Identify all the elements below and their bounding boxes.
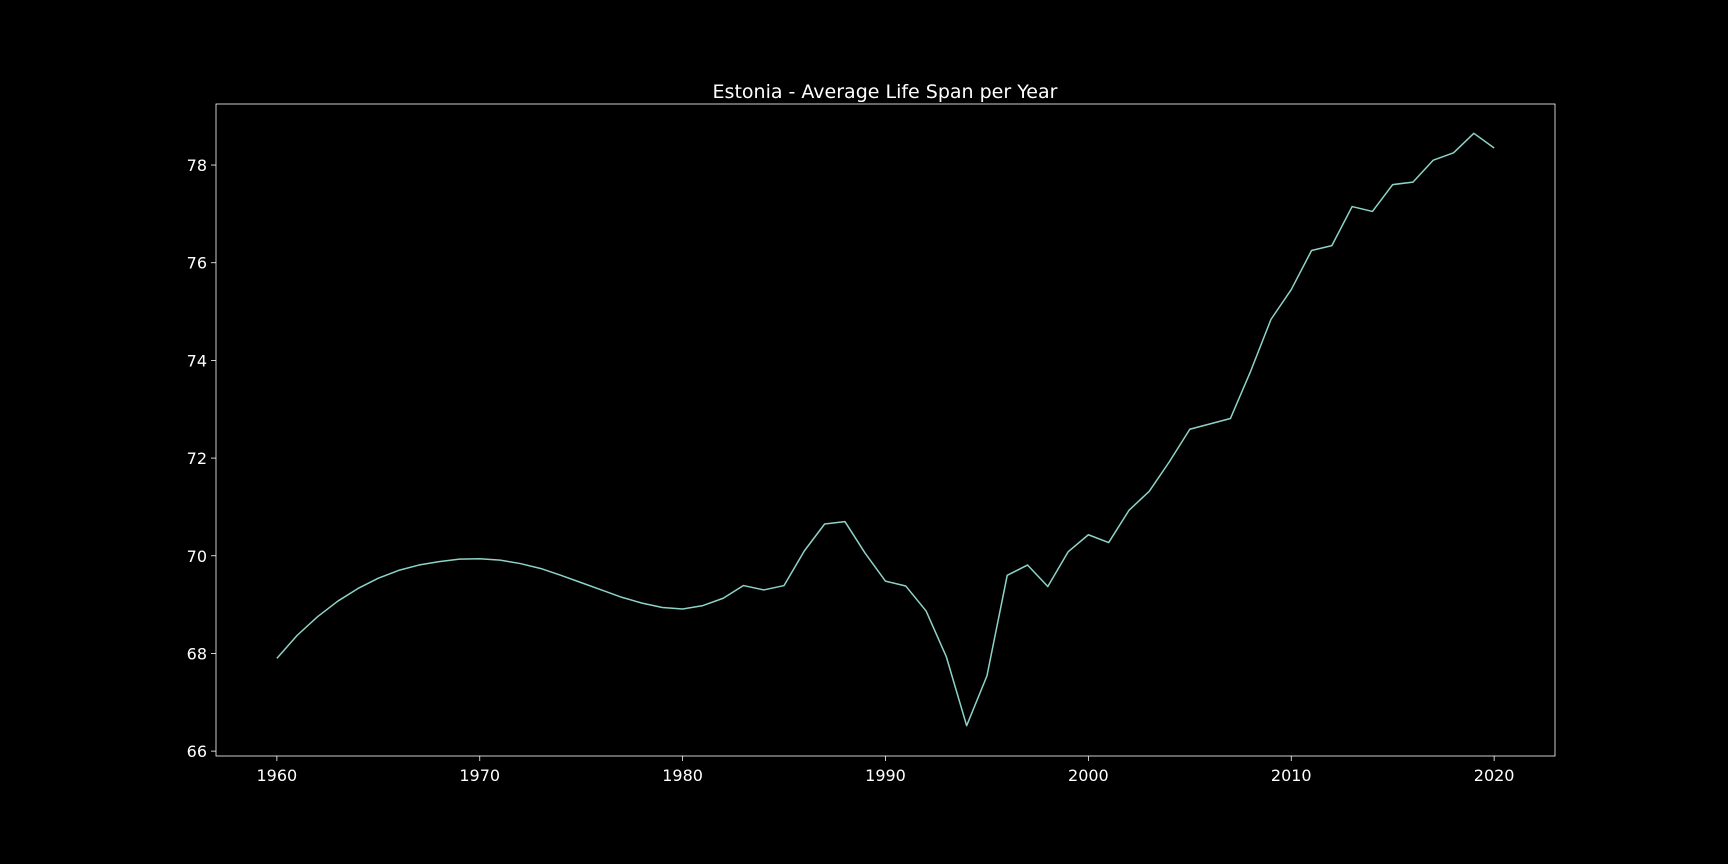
y-tick-label: 68	[187, 644, 207, 663]
chart-title: Estonia - Average Life Span per Year	[713, 81, 1058, 103]
y-tick-label: 72	[187, 449, 207, 468]
x-tick-label: 2010	[1271, 766, 1312, 785]
x-tick-label: 1970	[459, 766, 500, 785]
y-tick-label: 66	[187, 742, 207, 761]
series-line-life-span	[276, 132, 1495, 727]
x-tick-label: 1990	[865, 766, 906, 785]
y-tick-label: 78	[187, 156, 207, 175]
plot-area-frame	[215, 103, 1556, 757]
y-tick-label: 74	[187, 351, 207, 370]
y-axis: 66 68 70 72 74 76 78	[187, 156, 216, 761]
x-tick-label: 2020	[1474, 766, 1515, 785]
series-layer	[276, 132, 1495, 727]
y-tick-label: 70	[187, 547, 207, 566]
y-tick-label: 76	[187, 254, 207, 273]
x-axis: 1960 1970 1980 1990 2000 2010 2020	[257, 756, 1515, 785]
x-tick-label: 1980	[662, 766, 703, 785]
x-tick-label: 2000	[1068, 766, 1109, 785]
x-tick-label: 1960	[257, 766, 298, 785]
